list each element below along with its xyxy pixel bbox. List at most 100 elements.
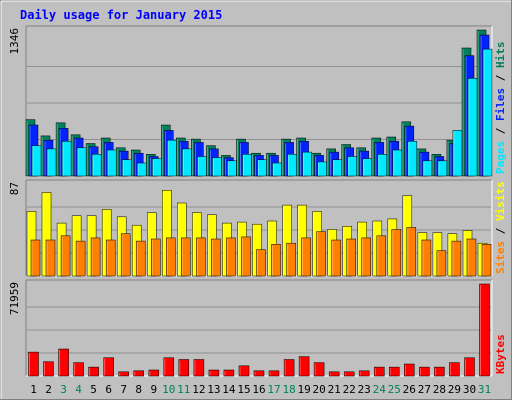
bar-pages-day-30	[467, 78, 478, 177]
bar-sites-day-30	[466, 238, 477, 277]
x-tick-label-30: 30	[463, 383, 476, 396]
bar-kbytes-day-6	[103, 357, 114, 377]
x-tick-label-3: 3	[60, 383, 67, 396]
bar-kbytes-day-22	[343, 371, 355, 377]
bar-kbytes-day-7	[118, 371, 129, 377]
bar-pages-day-11	[182, 148, 192, 177]
x-tick-label-19: 19	[297, 383, 310, 396]
bar-sites-day-2	[45, 239, 56, 277]
legend: Pages / Files / Hits	[494, 42, 507, 175]
bar-sites-day-6	[105, 239, 116, 277]
bar-kbytes-day-18	[283, 359, 295, 377]
bar-pages-day-20	[317, 161, 327, 177]
y-max-label: 87	[8, 182, 21, 195]
bar-kbytes-day-28	[434, 366, 445, 377]
bar-sites-day-3	[60, 235, 71, 277]
bar-sites-day-17	[271, 244, 281, 277]
x-tick-label-17: 17	[267, 383, 280, 396]
bar-sites-day-19	[301, 237, 311, 277]
bar-pages-day-5	[91, 154, 102, 177]
bar-sites-day-7	[120, 233, 131, 277]
bar-kbytes-day-11	[178, 359, 190, 377]
bar-kbytes-day-1	[28, 351, 39, 377]
x-tick-label-12: 12	[192, 383, 205, 396]
bar-sites-day-25	[391, 229, 402, 277]
x-tick-label-5: 5	[90, 383, 97, 396]
bar-sites-day-21	[331, 239, 341, 277]
bar-sites-day-12	[196, 237, 206, 277]
x-tick-label-20: 20	[312, 383, 325, 396]
bar-kbytes-day-5	[88, 366, 99, 377]
x-tick-label-26: 26	[403, 383, 416, 396]
bar-pages-day-31	[482, 48, 493, 177]
legend-separator: /	[494, 68, 507, 88]
bar-pages-day-1	[31, 145, 42, 177]
bar-pages-day-17	[272, 162, 282, 177]
x-tick-label-8: 8	[135, 383, 142, 396]
bar-pages-day-14	[227, 160, 237, 177]
bar-sites-day-8	[135, 240, 146, 277]
bar-sites-day-16	[256, 249, 266, 277]
x-tick-label-23: 23	[358, 383, 371, 396]
bar-pages-day-19	[302, 151, 312, 177]
bar-kbytes-day-23	[358, 370, 370, 377]
x-tick-label-9: 9	[150, 383, 157, 396]
bar-pages-day-26	[407, 141, 418, 177]
y-max-label: 71959	[8, 282, 21, 315]
bar-kbytes-day-10	[163, 357, 175, 377]
chart-title: Daily usage for January 2015	[20, 8, 222, 22]
bar-sites-day-22	[346, 238, 356, 277]
bar-pages-day-23	[362, 158, 372, 177]
bar-sites-day-5	[90, 237, 101, 277]
bar-pages-day-13	[212, 157, 222, 177]
x-tick-label-6: 6	[105, 383, 112, 396]
bar-pages-day-3	[61, 141, 72, 177]
bar-sites-day-4	[75, 240, 86, 277]
x-tick-label-24: 24	[373, 383, 387, 396]
bar-kbytes-day-19	[298, 356, 310, 377]
bar-sites-day-10	[166, 237, 176, 277]
bar-sites-day-14	[226, 237, 236, 277]
plot-area	[26, 280, 492, 376]
x-tick-label-7: 7	[120, 383, 127, 396]
x-tick-label-21: 21	[328, 383, 341, 396]
x-tick-label-1: 1	[30, 383, 37, 396]
bar-sites-day-18	[286, 242, 296, 277]
bar-kbytes-day-29	[449, 362, 460, 377]
legend: KBytes	[494, 334, 507, 374]
bar-sites-day-13	[211, 238, 221, 277]
bar-sites-day-26	[406, 227, 417, 277]
bar-sites-day-29	[451, 240, 462, 277]
x-tick-label-27: 27	[418, 383, 431, 396]
legend-item-hits: Hits	[494, 42, 507, 69]
bar-sites-day-9	[151, 238, 161, 277]
bar-pages-day-18	[287, 154, 297, 177]
bar-pages-day-7	[121, 159, 132, 177]
legend-separator: /	[494, 121, 507, 141]
y-max-label: 1346	[8, 28, 21, 55]
bar-pages-day-25	[392, 149, 403, 177]
bar-kbytes-day-3	[58, 348, 69, 377]
bar-sites-day-27	[421, 239, 432, 277]
x-tick-label-14: 14	[222, 383, 236, 396]
legend-item-kbytes: KBytes	[494, 334, 507, 374]
bar-pages-day-15	[242, 154, 252, 177]
bar-pages-day-21	[332, 159, 342, 177]
bar-pages-day-12	[197, 156, 207, 177]
x-tick-label-29: 29	[448, 383, 461, 396]
legend-separator: /	[494, 221, 507, 241]
bar-kbytes-day-21	[328, 371, 340, 377]
x-tick-label-10: 10	[162, 383, 175, 396]
legend-item-pages: Pages	[494, 141, 507, 174]
x-tick-label-4: 4	[75, 383, 82, 396]
bar-kbytes-day-26	[404, 363, 415, 377]
bar-kbytes-day-9	[148, 369, 160, 377]
x-tick-label-22: 22	[343, 383, 356, 396]
legend: Sites / Visits	[494, 181, 507, 274]
bar-sites-day-28	[436, 250, 447, 277]
bar-kbytes-day-4	[73, 362, 84, 377]
bar-pages-day-29	[452, 130, 463, 177]
x-tick-label-13: 13	[207, 383, 220, 396]
